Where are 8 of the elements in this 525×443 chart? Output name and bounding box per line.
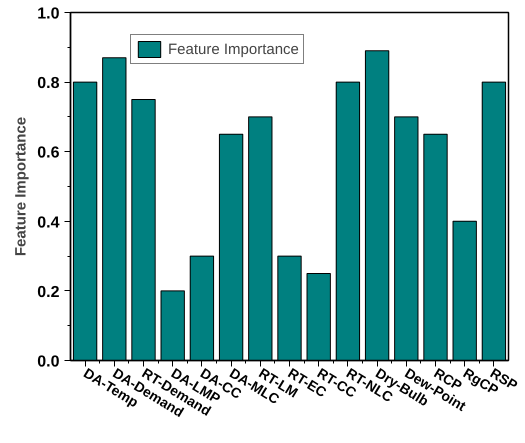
y-tick-label: 0.4 [37, 214, 60, 232]
y-tick-label: 0.0 [37, 354, 60, 370]
y-tick-label: 0.8 [37, 75, 60, 92]
y-tick-label: 0.6 [37, 144, 60, 162]
y-tick-label: 1.0 [37, 6, 60, 22]
y-tick-label: 0.2 [37, 284, 60, 301]
legend-label: Feature Importance [168, 40, 299, 58]
y-axis-title: Feature Importance [12, 116, 30, 256]
